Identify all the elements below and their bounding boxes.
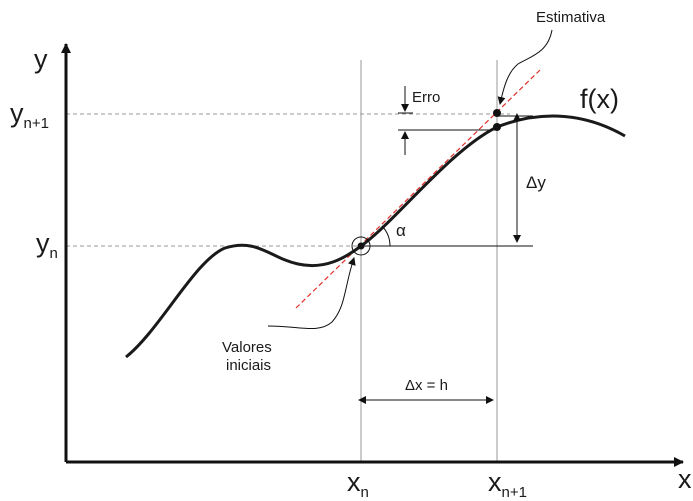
alpha-arc [381,225,391,247]
initial-values-label-line1: Valores [222,339,272,356]
initial-point [357,242,365,250]
estimate-callout [497,29,553,105]
yn1-label: yn+1 [10,98,49,132]
function-curve [125,114,626,359]
x-axis-label: x [678,464,692,494]
xn1-label: xn+1 [488,467,527,501]
true-value-point [493,123,501,131]
tangent-line [295,69,541,309]
estimate-label: Estimativa [536,9,606,26]
delta-x-label: Δx = h [405,377,448,394]
delta-y-label: Δy [526,173,546,192]
xn-label: xn [347,467,369,501]
error-label: Erro [412,89,440,106]
y-axis-label: y [34,44,48,74]
initial-values-label-line2: iniciais [226,357,271,374]
estimate-point [493,109,501,117]
initial-point-ring [351,236,371,256]
yn-label: yn [36,228,58,262]
function-label: f(x) [580,84,619,114]
initial-values-callout [267,257,356,330]
alpha-label: α [396,221,406,240]
